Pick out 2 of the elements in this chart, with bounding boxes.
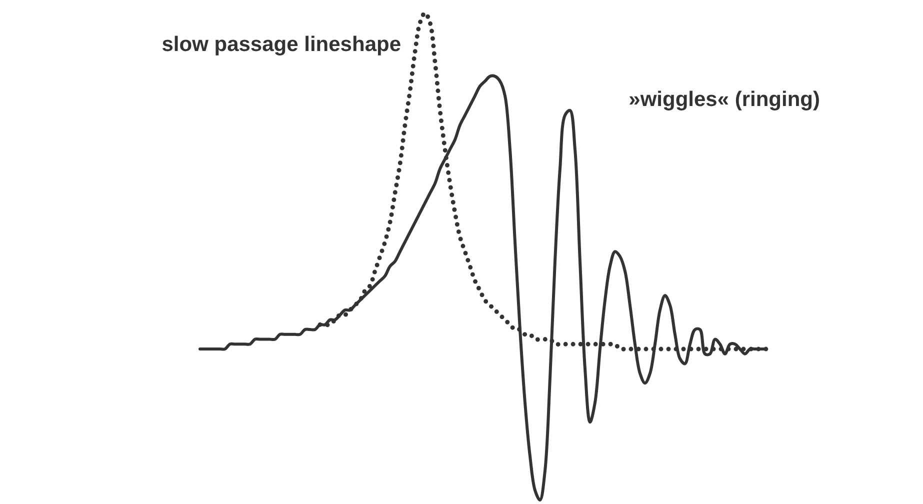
text: »wiggles« (ringing) (628, 88, 820, 111)
series-label: slow passage lineshape (162, 33, 401, 56)
